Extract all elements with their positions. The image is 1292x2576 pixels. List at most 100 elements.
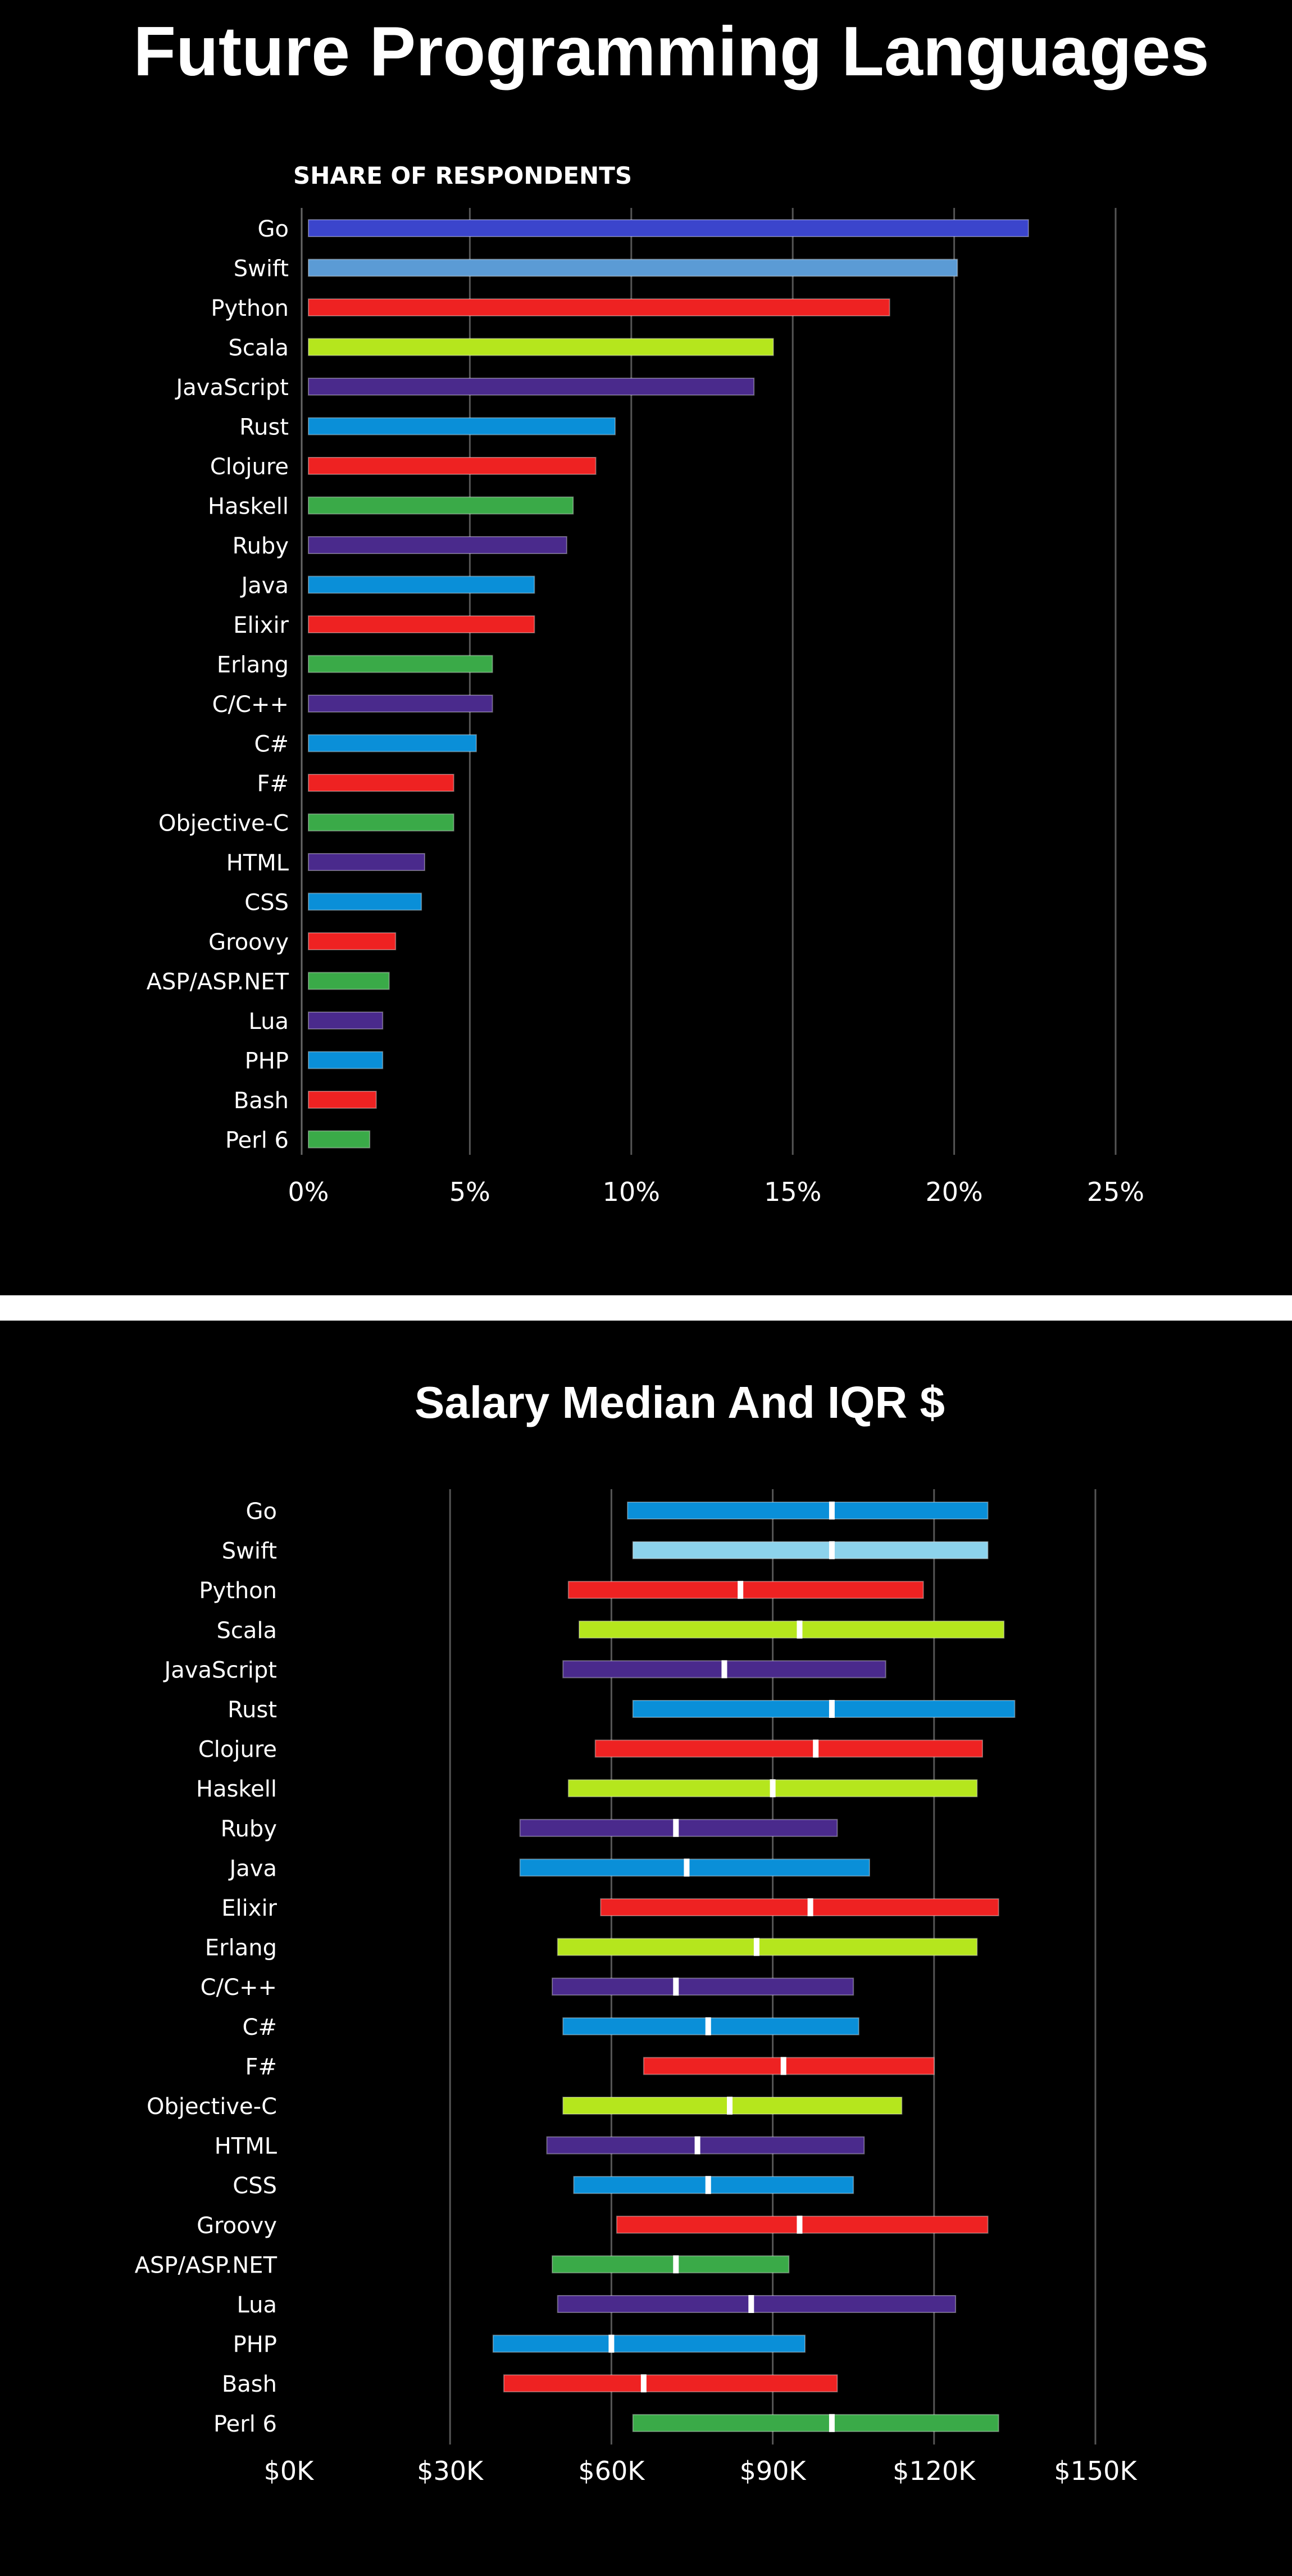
- category-label-perl-6: Perl 6: [213, 2411, 277, 2437]
- iqr-bar-perl-6: [632, 2414, 999, 2432]
- category-label-css: CSS: [244, 890, 289, 916]
- category-label-bash: Bash: [222, 2371, 277, 2397]
- category-label-ruby: Ruby: [233, 533, 289, 559]
- category-label-elixir: Elixir: [221, 1895, 277, 1921]
- x-tick-label: $0K: [264, 2456, 315, 2486]
- iqr-bar-php: [492, 2334, 806, 2353]
- x-tick-label: $150K: [1054, 2456, 1138, 2486]
- category-label-clojure: Clojure: [210, 454, 289, 480]
- category-label-c-c: C/C++: [212, 692, 289, 718]
- median-marker-c: [705, 2017, 711, 2035]
- bar-elixir: [308, 615, 535, 633]
- category-label-rust: Rust: [228, 1697, 277, 1723]
- category-label-groovy: Groovy: [208, 929, 289, 955]
- share-chart-subtitle: SHARE OF RESPONDENTS: [293, 162, 633, 189]
- iqr-bar-f: [643, 2057, 935, 2075]
- category-label-erlang: Erlang: [205, 1935, 277, 1961]
- category-label-java: Java: [240, 573, 289, 599]
- iqr-bar-css: [573, 2176, 854, 2194]
- iqr-bar-erlang: [557, 1938, 978, 1956]
- share-chart-title: Future Programming Languages: [133, 13, 1209, 90]
- category-label-c: C#: [254, 732, 289, 758]
- median-marker-scala: [797, 1620, 803, 1639]
- x-tick-label: 10%: [603, 1177, 660, 1207]
- iqr-bar-bash: [503, 2374, 838, 2393]
- bar-objective-c: [308, 813, 454, 832]
- category-label-scala: Scala: [228, 335, 289, 361]
- category-label-asp-asp-net: ASP/ASP.NET: [147, 969, 289, 995]
- median-marker-c-c: [673, 1978, 679, 1996]
- median-marker-javascript: [721, 1660, 727, 1679]
- salary-chart-svg: $0K $30K $60K $90K $120K $150K Go Swift Python Sc…: [135, 1489, 1138, 2486]
- median-marker-elixir: [807, 1898, 813, 1916]
- iqr-bar-python: [567, 1581, 924, 1599]
- category-label-clojure: Clojure: [198, 1737, 277, 1763]
- x-tick-label: 20%: [925, 1177, 982, 1207]
- bar-php: [308, 1051, 384, 1069]
- iqr-bar-rust: [632, 1700, 1016, 1718]
- bar-c: [308, 734, 477, 752]
- median-marker-perl-6: [829, 2414, 835, 2432]
- category-label-ruby: Ruby: [221, 1816, 277, 1842]
- iqr-bar-java: [519, 1858, 870, 1877]
- category-label-swift: Swift: [222, 1539, 277, 1564]
- share-chart-svg: 0% 5% 10% 15% 20% 25% Go Swift Python Scala JavaSc…: [147, 208, 1144, 1207]
- category-label-haskell: Haskell: [196, 1776, 277, 1802]
- iqr-bar-asp-asp-net: [552, 2255, 790, 2274]
- category-label-erlang: Erlang: [217, 652, 289, 678]
- iqr-bar-html: [546, 2136, 865, 2155]
- median-marker-html: [694, 2136, 700, 2155]
- bar-groovy: [308, 932, 397, 950]
- iqr-bar-clojure: [594, 1739, 983, 1758]
- bar-swift: [308, 258, 958, 277]
- iqr-bar-elixir: [600, 1898, 999, 1916]
- category-label-f: F#: [257, 771, 289, 797]
- bar-bash: [308, 1091, 377, 1109]
- category-label-groovy: Groovy: [197, 2213, 277, 2239]
- median-marker-asp-asp-net: [673, 2255, 679, 2274]
- category-label-python: Python: [199, 1578, 277, 1604]
- share-chart-panel: Future Programming Languages SHARE OF RE…: [0, 0, 1292, 1295]
- category-label-swift: Swift: [234, 256, 289, 282]
- median-marker-lua: [748, 2295, 754, 2313]
- bar-javascript: [308, 378, 755, 396]
- category-label-php: PHP: [245, 1049, 289, 1074]
- iqr-bar-go: [627, 1502, 989, 1520]
- category-label-objective-c: Objective-C: [158, 811, 289, 837]
- bar-scala: [308, 338, 774, 356]
- median-marker-haskell: [770, 1779, 776, 1798]
- x-tick-label: 5%: [449, 1177, 490, 1207]
- bar-f: [308, 774, 454, 792]
- bar-asp-asp-net: [308, 972, 390, 990]
- category-label-go: Go: [246, 1499, 277, 1525]
- bar-clojure: [308, 457, 597, 475]
- median-marker-groovy: [797, 2215, 803, 2234]
- median-marker-swift: [829, 1541, 835, 1559]
- bar-python: [308, 298, 890, 316]
- category-label-asp-asp-net: ASP/ASP.NET: [135, 2252, 277, 2278]
- median-marker-erlang: [753, 1938, 759, 1956]
- iqr-bar-swift: [632, 1541, 989, 1559]
- median-marker-ruby: [673, 1818, 679, 1837]
- median-marker-php: [608, 2334, 615, 2353]
- salary-chart-panel: Salary Median And IQR $ $0K $30K $60K $90K $…: [0, 1321, 1292, 2576]
- bar-java: [308, 575, 535, 594]
- category-label-python: Python: [211, 296, 289, 321]
- bar-ruby: [308, 536, 567, 554]
- category-label-elixir: Elixir: [233, 613, 289, 638]
- category-label-css: CSS: [233, 2173, 277, 2199]
- category-label-javascript: JavaScript: [162, 1657, 277, 1683]
- x-tick-label: $90K: [740, 2456, 807, 2486]
- iqr-bar-c-c: [552, 1978, 854, 1996]
- bar-erlang: [308, 655, 493, 673]
- median-marker-python: [738, 1581, 744, 1599]
- category-label-php: PHP: [233, 2332, 277, 2358]
- median-marker-clojure: [813, 1739, 819, 1758]
- median-marker-java: [684, 1858, 690, 1877]
- x-tick-label: 0%: [288, 1177, 329, 1207]
- salary-chart-title: Salary Median And IQR $: [415, 1377, 945, 1427]
- category-label-rust: Rust: [239, 415, 289, 441]
- median-marker-go: [829, 1502, 835, 1520]
- median-marker-f: [780, 2057, 786, 2075]
- category-label-go: Go: [258, 216, 289, 242]
